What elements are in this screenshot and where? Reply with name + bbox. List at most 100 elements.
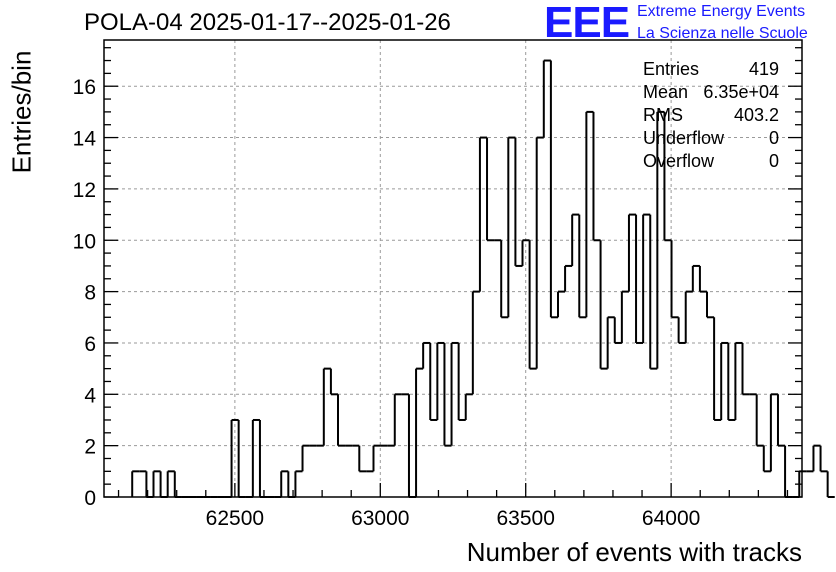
histogram-bin (337, 394, 346, 447)
histogram-bin (152, 470, 161, 497)
histogram-bin (656, 110, 665, 369)
x-tick-label: 64000 (642, 507, 700, 530)
histogram-bin (294, 470, 303, 497)
x-tick-label: 63000 (351, 507, 409, 530)
histogram-bin (556, 290, 566, 318)
histogram-bin (393, 393, 402, 446)
stat-value-underflow: 0 (768, 128, 779, 148)
histogram-bin (627, 213, 637, 292)
histogram-bin (237, 419, 246, 498)
histogram-bin (635, 214, 644, 344)
histogram-bin (720, 341, 729, 420)
grid-lines (104, 40, 802, 497)
histogram-bin (734, 341, 743, 420)
histogram-bin (507, 136, 516, 318)
histogram-bin (755, 394, 764, 447)
histogram-bin (606, 316, 615, 369)
histogram-bin (727, 342, 736, 421)
histogram-bin (741, 342, 750, 396)
histogram-bin (691, 264, 700, 292)
y-tick-label: 14 (73, 128, 97, 151)
plot-frame (103, 39, 803, 498)
histogram-bin (457, 342, 466, 421)
x-tick-label: 62500 (206, 507, 264, 530)
x-axis-title: Number of events with tracks (466, 537, 802, 567)
histogram-bin (230, 418, 239, 497)
y-tick-label: 2 (84, 436, 96, 459)
histogram-bin (528, 240, 537, 370)
histogram-bin (592, 111, 601, 242)
histogram-bin (549, 60, 558, 319)
eee-logo: EEE (544, 0, 630, 47)
stat-value-entries: 419 (748, 59, 779, 79)
histogram-bars (131, 59, 835, 498)
histogram-bin (698, 265, 708, 293)
histogram-bin (173, 471, 182, 498)
x-tick-label: 63500 (497, 507, 555, 530)
chart-title: POLA-04 2025-01-17--2025-01-26 (84, 9, 451, 36)
histogram-bin (429, 342, 438, 421)
histogram-bin (706, 291, 715, 319)
histogram-bin (258, 419, 268, 498)
histogram-bin (776, 394, 786, 447)
histogram-bin (301, 444, 310, 472)
logo-line-1: Extreme Energy Events (637, 3, 806, 20)
logo-line-2: La Scienza nelle Scuole (637, 25, 808, 42)
histogram-bin (436, 341, 445, 420)
histogram-bin (280, 470, 289, 497)
histogram-bin (762, 445, 771, 473)
histogram-bin (642, 213, 651, 343)
histogram-bin (486, 137, 495, 242)
histogram-bin (649, 214, 658, 370)
histogram-bin (329, 368, 339, 396)
histogram-bin (578, 214, 587, 319)
histogram-bin (287, 471, 296, 498)
histogram-bin (443, 342, 452, 447)
histogram-bin (713, 317, 722, 421)
stat-label-underflow: Underflow (643, 128, 725, 148)
histogram-bin (450, 341, 459, 446)
y-tick-label: 6 (84, 333, 96, 356)
stat-value-rms: 403.2 (733, 105, 779, 125)
histogram-bin (571, 213, 580, 266)
y-tick-label: 16 (73, 76, 96, 99)
histogram-bin (564, 264, 573, 292)
histogram-bin (819, 445, 828, 473)
y-tick-label: 12 (73, 179, 96, 202)
histogram-bin (415, 367, 424, 497)
y-axis-title: Entries/bin (6, 50, 37, 174)
histogram-bin (784, 445, 793, 498)
y-tick-label: 10 (73, 230, 96, 253)
stat-value-mean: 6.35e+04 (703, 82, 779, 102)
histogram-bin (478, 136, 488, 292)
histogram-bin (684, 290, 693, 343)
histogram-bin (251, 418, 260, 497)
histogram-bin (500, 240, 509, 319)
histogram-bin (542, 59, 551, 138)
histogram-bin (826, 471, 835, 498)
histogram-bin (677, 317, 686, 344)
y-tick-label: 8 (84, 282, 96, 305)
histogram-bin (535, 136, 544, 369)
y-tick-label: 0 (84, 487, 96, 510)
histogram-bin (464, 393, 473, 420)
histogram-bin (372, 444, 381, 472)
histogram-bin (663, 111, 672, 242)
histogram-bin (670, 240, 679, 319)
histogram-bin (166, 470, 175, 497)
histogram-bin (585, 110, 594, 318)
histogram-bin (131, 470, 140, 497)
axes: 62500 63000 63500 64000 0 2 4 6 8 10 12 14 16 (73, 39, 803, 530)
histogram-bin (322, 367, 331, 446)
histogram-bin (422, 341, 431, 369)
stat-label-rms: RMS (643, 105, 683, 125)
histogram-bin (613, 317, 622, 344)
histogram-bin (159, 471, 168, 498)
stat-value-overflow: 0 (768, 151, 779, 171)
stat-label-overflow: Overflow (643, 151, 715, 171)
histogram-bin (358, 445, 367, 473)
histogram-bin (620, 290, 629, 343)
histogram-bin (812, 444, 821, 472)
histogram-bin (514, 137, 523, 267)
histogram-bin (471, 290, 480, 395)
